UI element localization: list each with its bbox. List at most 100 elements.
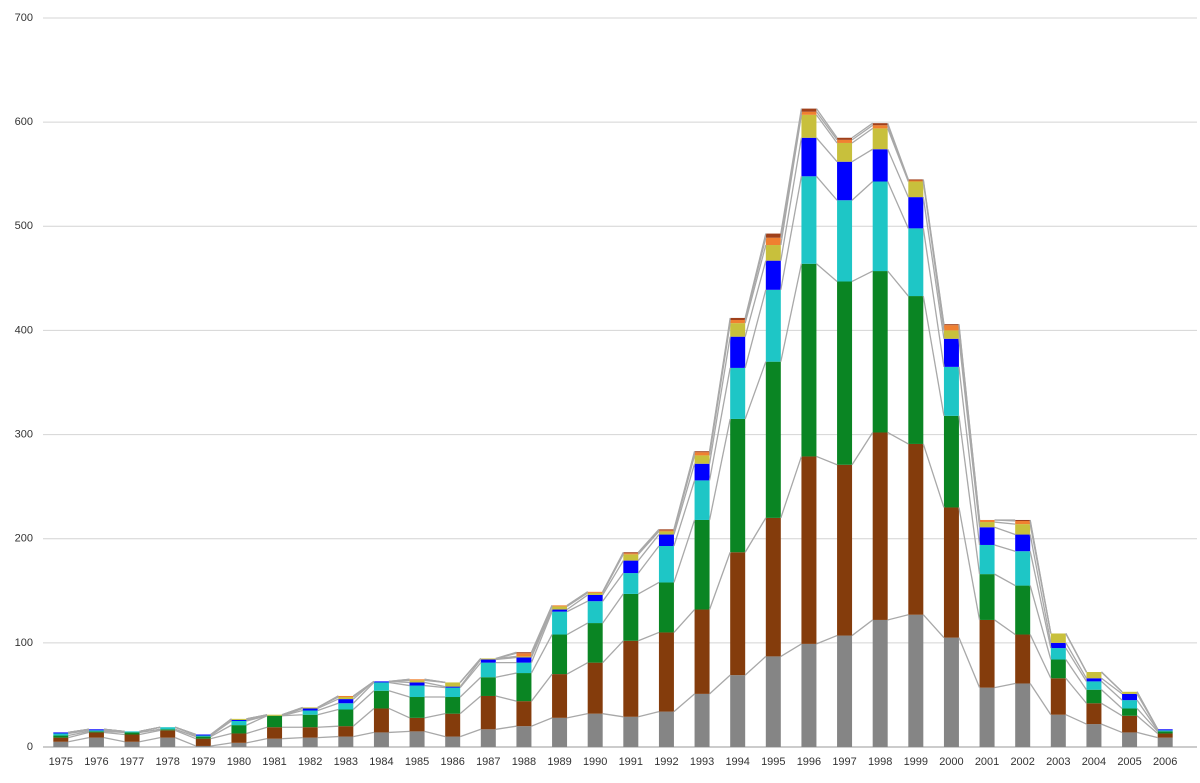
series-line — [1101, 723, 1123, 734]
bar-segment — [1122, 693, 1138, 701]
bar-segment — [943, 637, 959, 747]
bar-segment — [552, 674, 568, 718]
x-tick-label: 1998 — [868, 756, 892, 768]
series-line — [922, 228, 945, 367]
bar-segment — [979, 544, 995, 575]
bar-segment — [1050, 659, 1066, 679]
x-tick-label: 1994 — [725, 756, 749, 768]
series-line — [744, 655, 767, 676]
series-line — [958, 415, 981, 575]
series-line — [708, 418, 731, 521]
bar-segment — [231, 742, 247, 747]
bar-segment — [552, 634, 568, 675]
series-line — [1065, 642, 1087, 679]
bar-segment — [1122, 691, 1138, 694]
series-line — [68, 730, 90, 737]
bar-segment — [801, 137, 817, 177]
bar-segment — [53, 733, 69, 736]
bar-segment — [1086, 689, 1102, 704]
bar-segment — [302, 737, 318, 747]
series-line — [922, 179, 945, 325]
bar-segment — [231, 718, 247, 720]
bar-segment — [801, 643, 817, 747]
series-line — [68, 729, 90, 735]
series-line — [210, 718, 232, 736]
series-line — [246, 715, 268, 726]
series-line — [958, 324, 981, 521]
bar-segment — [516, 701, 532, 727]
bar-segment — [1086, 672, 1102, 679]
series-line — [530, 634, 553, 674]
series-line — [530, 605, 553, 653]
x-tick-label: 1985 — [405, 756, 429, 768]
bar-segment — [837, 161, 853, 201]
bar-segment — [195, 736, 211, 739]
bar-segment — [480, 729, 496, 747]
bar-segment — [979, 519, 995, 523]
bar-segment — [516, 653, 532, 657]
x-tick-label: 1993 — [690, 756, 714, 768]
series-line — [566, 713, 588, 719]
bar-segment — [1050, 648, 1066, 660]
bar-segment — [943, 338, 959, 367]
series-line — [780, 456, 803, 519]
series-line — [317, 735, 339, 739]
series-line — [424, 681, 446, 688]
bar-segment — [480, 659, 496, 663]
x-tick-label: 1977 — [120, 756, 144, 768]
x-tick-label: 2002 — [1010, 756, 1034, 768]
bar-segment — [765, 237, 781, 246]
bar-segment — [765, 245, 781, 261]
bar-segment — [765, 289, 781, 362]
bar-segment — [658, 529, 674, 531]
series-line — [602, 572, 624, 602]
series-line — [780, 137, 803, 261]
series-line — [210, 724, 232, 738]
bar-segment — [694, 609, 710, 694]
bar-segment — [908, 179, 924, 181]
bar-segment — [195, 745, 211, 747]
y-tick-label: 700 — [15, 12, 33, 24]
series-line — [602, 713, 624, 718]
bar-segment — [302, 708, 318, 711]
bar-segment — [908, 197, 924, 229]
series-line — [922, 443, 945, 508]
bar-segment — [516, 673, 532, 702]
bar-segment — [801, 176, 817, 264]
bar-segment — [160, 727, 176, 730]
series-line — [815, 111, 838, 141]
bar-segment — [837, 137, 853, 140]
bar-segment — [338, 736, 354, 747]
bar-segment — [837, 139, 853, 143]
bar-segment — [195, 734, 211, 736]
bar-segment — [623, 593, 639, 641]
bar-segment — [1086, 724, 1102, 747]
bar-segment — [730, 336, 746, 368]
series-line — [816, 455, 838, 466]
series-line — [1065, 633, 1088, 673]
series-line — [1136, 715, 1159, 734]
bar-segment — [623, 553, 639, 555]
bar-segment — [765, 260, 781, 290]
series-line — [922, 197, 945, 339]
bar-segment — [730, 317, 746, 321]
series-line — [815, 114, 838, 144]
series-line — [139, 728, 161, 734]
series-line — [1101, 680, 1123, 701]
bar-segment — [231, 720, 247, 726]
series-line — [139, 736, 161, 743]
bar-segment — [124, 741, 140, 747]
bar-segment — [837, 281, 853, 465]
bar-segment — [409, 685, 425, 698]
series-line — [673, 609, 696, 633]
bar-segment — [1015, 519, 1031, 522]
bar-segment — [872, 125, 888, 129]
bar-segment — [943, 366, 959, 416]
series-line — [994, 526, 1016, 536]
series-line — [68, 728, 90, 734]
series-line — [424, 713, 446, 719]
series-line — [495, 695, 517, 702]
bar-segment — [694, 463, 710, 481]
series-line — [1101, 689, 1123, 709]
series-line — [531, 717, 553, 727]
